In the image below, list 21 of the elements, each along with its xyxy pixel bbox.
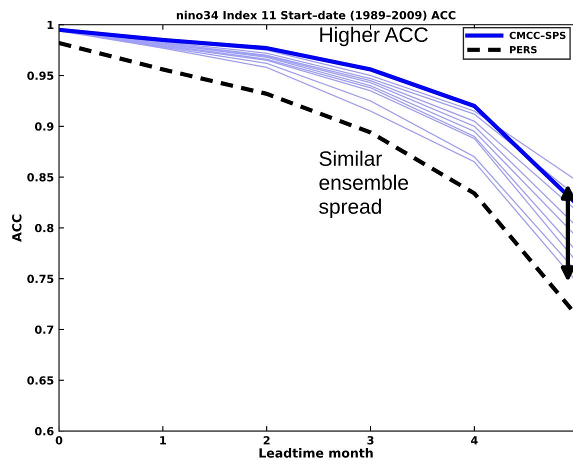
y-axis-title: ACC (12, 214, 22, 242)
chart-title: nino34 Index 11 Start–date (1989–2009) ACC (176, 10, 456, 21)
y-tick-label: 0.6 (35, 427, 54, 436)
x-tick-label: 0 (56, 436, 62, 445)
x-tick-label: 3 (367, 436, 374, 445)
x-tick-label: 4 (470, 436, 478, 444)
x-tick-label: 2 (264, 436, 270, 444)
y-tick-label: 0.8 (35, 224, 54, 232)
x-tick-label: 1 (160, 436, 166, 444)
y-tick-label: 1 (48, 20, 54, 29)
y-tick-label: 0.9 (35, 122, 54, 131)
y-tick-label: 0.7 (35, 325, 54, 334)
y-tick-label: 0.85 (27, 173, 54, 182)
x-axis-title: Leadtime month (259, 448, 373, 458)
legend-label: CMCC–SPS (510, 32, 566, 40)
legend-label: PERS (510, 46, 537, 54)
annotation: Similar ensemble spread (319, 150, 408, 218)
y-tick-label: 0.75 (27, 274, 54, 284)
y-tick-label: 0.95 (27, 72, 54, 80)
annotation: Higher ACC (320, 26, 428, 46)
y-tick-label: 0.65 (27, 376, 54, 385)
